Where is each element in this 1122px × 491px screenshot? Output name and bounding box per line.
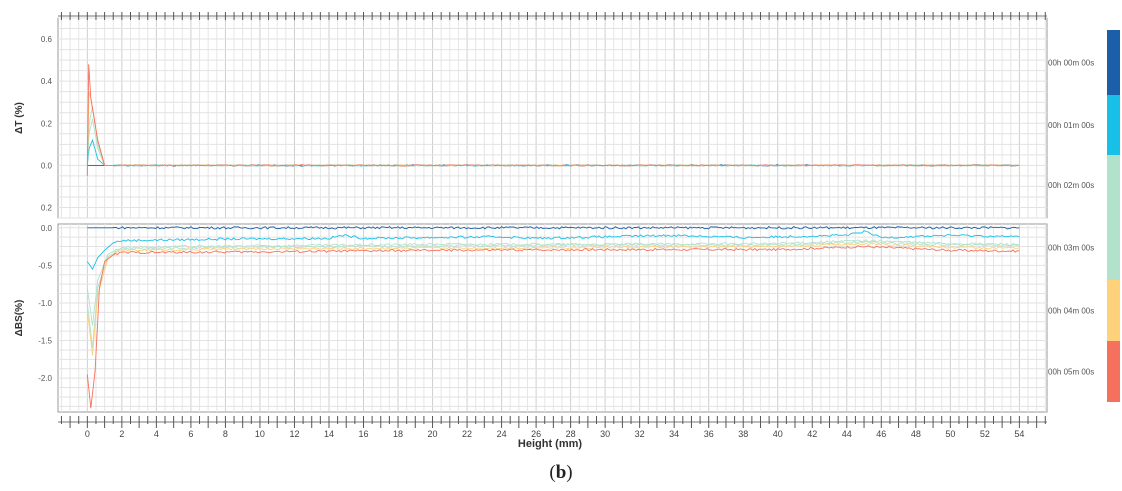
y-tick-label: 0.0 (41, 161, 53, 170)
y-tick-label: 0.2 (41, 119, 53, 128)
delta-bs-panel: 0.0 -0.5 -1.0 -1.5 -2.0 ΔBS(%) (14, 224, 1047, 412)
y-axis-label: ΔBS(%) (14, 300, 25, 337)
x-tick-label: 2 (119, 429, 124, 439)
stability-chart: 0.6 0.4 0.2 0.0 0.2 ΔT (%) 0.0 -0.5 -1.0 -1.5 -2.… (0, 0, 1122, 460)
x-tick-label: 50 (945, 429, 955, 439)
y-axis-label: ΔT (%) (14, 102, 25, 134)
x-tick-label: 52 (980, 429, 990, 439)
x-tick-label: 40 (773, 429, 783, 439)
x-tick-label: 14 (324, 429, 334, 439)
x-tick-label: 8 (223, 429, 228, 439)
legend-label: 00h 00m 00s (1048, 59, 1094, 68)
x-tick-label: 22 (462, 429, 472, 439)
caption-letter: b (556, 462, 567, 483)
legend-swatch (1107, 341, 1120, 402)
y-tick-label: 0.4 (41, 77, 53, 86)
x-tick-label: 10 (255, 429, 265, 439)
y-tick-label: -1.5 (38, 337, 52, 346)
y-tick-label: -2.0 (38, 374, 52, 383)
x-tick-label: 16 (358, 429, 368, 439)
y-tick-label: -0.5 (38, 261, 52, 270)
y-tick-label: 0.2 (41, 203, 53, 212)
legend-swatch (1107, 95, 1120, 155)
legend-swatch (1107, 215, 1120, 280)
legend-label: 00h 02m 00s (1048, 181, 1094, 190)
legend-swatch (1107, 280, 1120, 341)
y-tick-label: 0.0 (41, 224, 53, 233)
x-tick-label: 46 (876, 429, 886, 439)
x-tick-label: 18 (393, 429, 403, 439)
x-tick-label: 44 (842, 429, 852, 439)
x-tick-label: 34 (669, 429, 679, 439)
x-tick-label: 0 (85, 429, 90, 439)
x-tick-label: 38 (738, 429, 748, 439)
legend-swatch (1107, 30, 1120, 95)
x-tick-label: 54 (1014, 429, 1024, 439)
legend-label: 00h 05m 00s (1048, 368, 1094, 377)
x-tick-label: 42 (807, 429, 817, 439)
x-tick-label: 30 (600, 429, 610, 439)
x-tick-label: 4 (154, 429, 159, 439)
legend-label: 00h 04m 00s (1048, 307, 1094, 316)
legend-label: 00h 03m 00s (1048, 244, 1094, 253)
x-tick-label: 32 (635, 429, 645, 439)
x-tick-label: 6 (188, 429, 193, 439)
x-tick-label: 24 (497, 429, 507, 439)
figure-caption: (b) (0, 462, 1122, 484)
x-tick-label: 36 (704, 429, 714, 439)
delta-t-panel: 0.6 0.4 0.2 0.0 0.2 ΔT (%) (14, 18, 1047, 218)
legend-label: 00h 01m 00s (1048, 121, 1094, 130)
legend-swatch (1107, 155, 1120, 215)
y-tick-label: 0.6 (41, 35, 53, 44)
x-tick-label: 12 (289, 429, 299, 439)
x-axis-label: Height (mm) (518, 438, 583, 450)
time-legend: 00h 00m 00s 00h 01m 00s 00h 02m 00s 00h 03m… (1048, 30, 1120, 402)
x-tick-label: 20 (428, 429, 438, 439)
x-tick-label: 48 (911, 429, 921, 439)
y-tick-label: -1.0 (38, 299, 52, 308)
caption-close: ) (566, 462, 572, 483)
